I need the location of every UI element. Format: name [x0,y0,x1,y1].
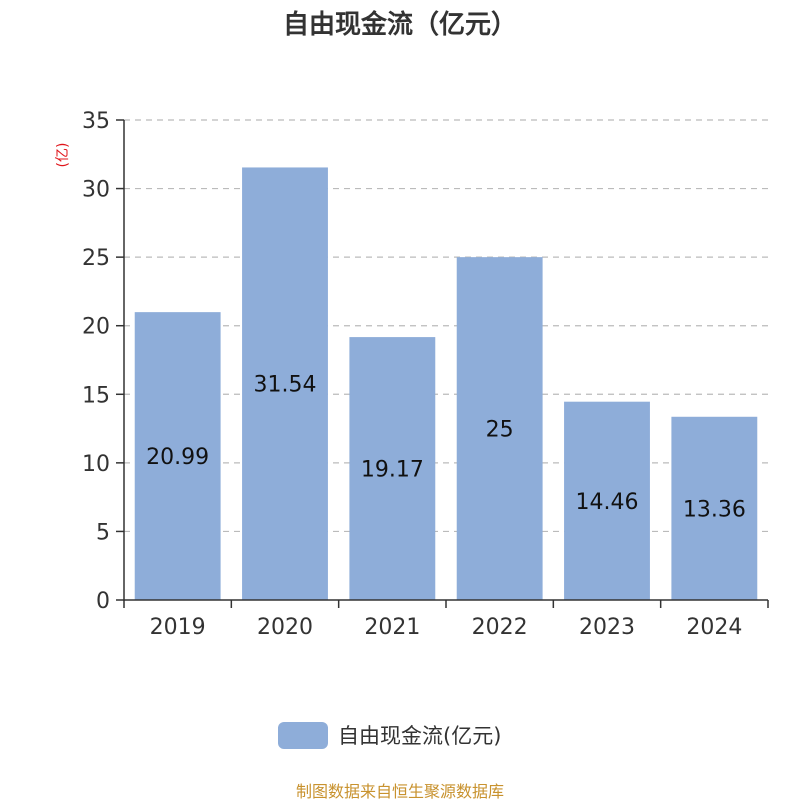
x-tick-label: 2021 [364,615,420,640]
y-tick-label: 5 [96,520,110,545]
data-label: 20.99 [146,445,209,470]
data-labels: 20.99 31.54 19.17 25 14.46 13.36 [146,373,746,523]
x-tick-label: 2024 [686,615,742,640]
y-tick-label: 0 [96,589,110,614]
y-axis-label: (亿) [55,143,71,168]
x-tick-label: 2020 [257,615,313,640]
bars [134,167,758,601]
y-tick-label: 10 [82,452,110,477]
y-tick-label: 30 [82,178,110,203]
y-tick-label: 15 [82,383,110,408]
bar[interactable] [564,401,650,600]
data-label: 13.36 [683,497,746,522]
y-tick-label: 25 [82,246,110,271]
source-note: 制图数据来自恒生聚源数据库 [295,782,504,800]
data-label: 14.46 [576,490,639,515]
x-tick-label: 2022 [472,615,528,640]
legend-label: 自由现金流(亿元) [338,724,501,748]
y-tick-label: 20 [82,315,110,340]
bar[interactable] [349,337,436,600]
bar[interactable] [456,257,543,600]
bar[interactable] [134,312,221,600]
legend-swatch [278,722,328,749]
chart-title: 自由现金流（亿元） [282,10,517,40]
bar[interactable] [242,167,328,601]
y-tick-label: 35 [82,109,110,134]
x-tick-label: 2019 [150,615,206,640]
data-label: 25 [486,418,514,443]
bar[interactable] [671,416,758,600]
data-label: 19.17 [361,458,424,483]
axes: 0 5 10 15 20 25 30 35 2019 2020 2021 2022 2023 2024 [82,109,769,640]
gridlines [124,119,768,533]
data-label: 31.54 [254,373,317,398]
x-tick-label: 2023 [579,615,635,640]
legend[interactable]: 自由现金流(亿元) [278,722,501,749]
